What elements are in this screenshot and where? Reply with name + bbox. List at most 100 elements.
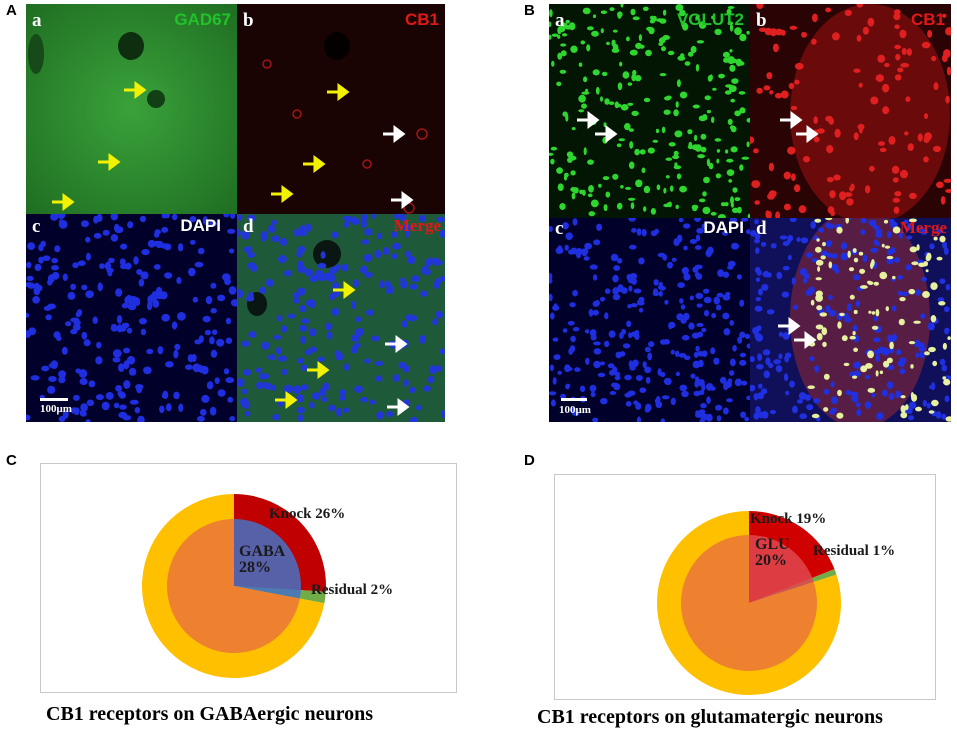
cell-spot: [938, 301, 946, 306]
cell-spot: [626, 36, 630, 42]
cell-spot: [695, 292, 704, 300]
green-fluorescence-texture: [26, 4, 237, 214]
cell-spot: [754, 200, 760, 205]
cell-spot: [763, 370, 770, 379]
cell-spot: [875, 309, 880, 317]
cell-spot: [342, 215, 350, 221]
cell-spot: [947, 336, 951, 340]
cell-spot: [698, 389, 705, 396]
cell-spot: [894, 44, 901, 50]
cell-spot: [386, 411, 394, 418]
cell-spot: [825, 305, 831, 313]
cell-spot: [624, 392, 632, 398]
cell-spot: [813, 398, 821, 404]
cell-spot: [727, 378, 733, 384]
cell-spot: [192, 363, 201, 373]
cell-spot: [73, 394, 80, 401]
cell-spot: [95, 394, 104, 401]
cell-spot: [940, 196, 946, 205]
cell-spot: [549, 21, 552, 28]
cell-spot: [844, 316, 852, 323]
cell-spot: [402, 224, 411, 232]
cell-spot: [680, 304, 686, 310]
cell-spot: [933, 82, 939, 91]
cell-spot: [593, 348, 602, 355]
cell-spot: [680, 53, 685, 58]
cell-spot: [214, 377, 220, 384]
cell-spot: [732, 207, 739, 213]
subpanel-label: a: [555, 10, 565, 31]
cell-spot: [681, 334, 690, 341]
cell-spot: [590, 391, 596, 398]
cell-spot: [893, 257, 901, 263]
cell-spot: [722, 312, 730, 320]
cell-spot: [746, 395, 750, 401]
cell-spot: [141, 249, 150, 256]
cell-spot: [731, 242, 739, 250]
cell-spot: [616, 202, 623, 210]
cell-spot: [703, 288, 710, 294]
cell-spot: [843, 192, 853, 198]
cell-spot: [371, 214, 377, 219]
cell-spot: [209, 406, 217, 416]
cell-spot: [846, 303, 852, 312]
cell-spot: [240, 397, 249, 407]
cell-spot: [593, 360, 601, 369]
panel-letter-d: D: [524, 452, 535, 469]
cell-spot: [115, 288, 123, 297]
cell-spot: [794, 79, 800, 85]
cell-spot: [815, 290, 823, 297]
cell-spot: [862, 26, 869, 35]
cell-spot: [556, 81, 562, 87]
cell-spot: [779, 235, 788, 240]
cell-spot: [409, 283, 418, 290]
cell-spot: [654, 398, 660, 404]
cell-spot: [198, 247, 205, 255]
cell-spot: [695, 15, 700, 21]
cell-spot: [649, 15, 655, 20]
cell-spot: [703, 414, 709, 420]
cell-spot: [899, 29, 907, 39]
cell-spot: [118, 363, 125, 373]
cell-spot: [620, 104, 629, 111]
cell-spot: [840, 242, 848, 250]
cell-spot: [849, 294, 855, 300]
cell-spot: [126, 355, 136, 365]
cell-spot: [612, 43, 619, 52]
cell-spot: [815, 259, 824, 266]
cell-spot: [899, 368, 906, 375]
cell-spot: [304, 268, 313, 277]
cell-spot: [883, 219, 889, 224]
cell-spot: [636, 228, 642, 236]
cell-spot: [905, 264, 912, 271]
cell-spot: [766, 72, 773, 80]
cell-spot: [331, 307, 340, 317]
cell-spot: [62, 410, 69, 419]
cell-spot: [227, 396, 234, 403]
cell-spot: [628, 285, 633, 292]
cell-spot: [706, 158, 710, 167]
cell-spot: [702, 206, 711, 215]
cell-spot: [616, 143, 622, 148]
cell-spot: [123, 347, 131, 354]
cell-spot: [643, 97, 651, 103]
cell-spot: [51, 271, 60, 280]
cell-spot: [708, 162, 714, 170]
cell-spot: [642, 6, 649, 11]
cell-spot: [255, 367, 263, 373]
cell-spot: [873, 337, 881, 343]
cell-spot: [629, 244, 637, 250]
cell-spot: [564, 244, 569, 251]
cell-spot: [808, 286, 815, 294]
cell-spot: [639, 387, 647, 393]
cell-spot: [828, 310, 837, 317]
cell-spot: [660, 371, 666, 378]
cell-spot: [753, 148, 759, 154]
cell-spot: [95, 356, 103, 365]
cell-spot: [752, 327, 760, 335]
arrows-overlay: [271, 83, 414, 209]
cell-spot: [810, 299, 815, 306]
cell-spot: [665, 157, 673, 161]
cell-spot: [121, 302, 129, 309]
